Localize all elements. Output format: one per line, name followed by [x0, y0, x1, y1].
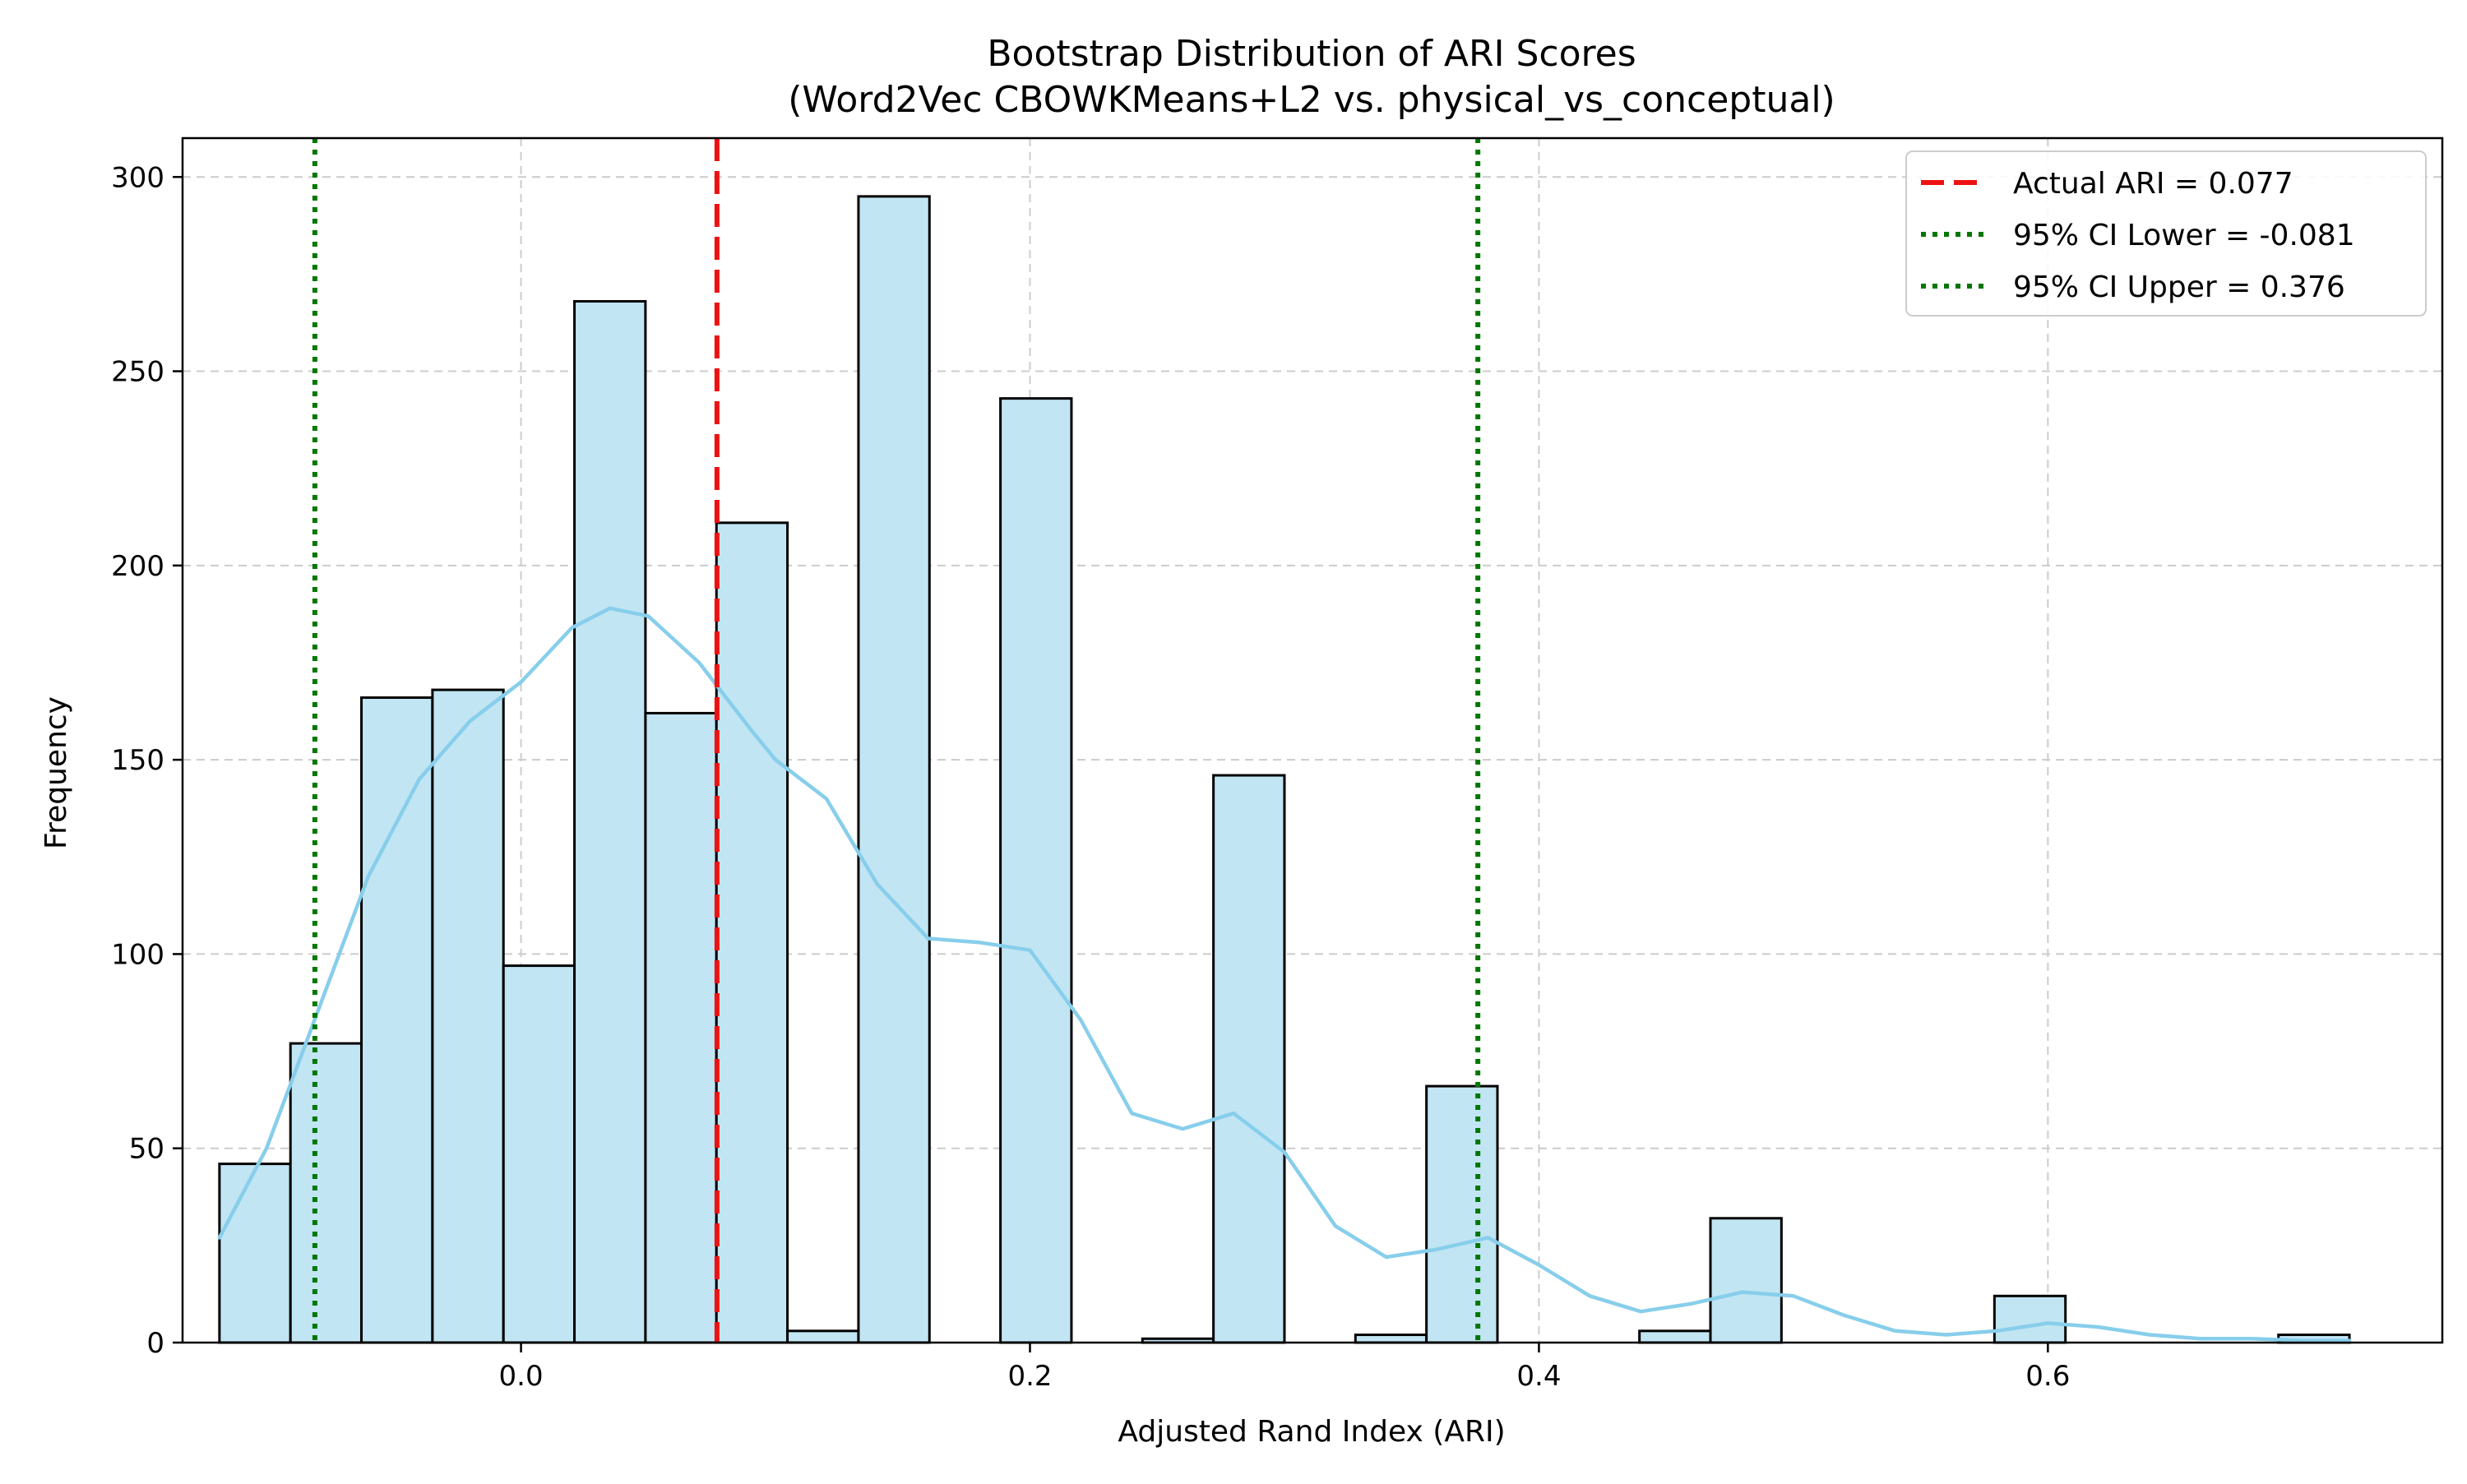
chart-subtitle: (Word2Vec CBOWKMeans+L2 vs. physical_vs_…: [788, 79, 1835, 121]
histogram-bar-7: [715, 521, 789, 1344]
y-tick-label: 150: [111, 744, 164, 777]
histogram-bar-20: [1638, 1329, 1712, 1344]
histogram-bar-6: [644, 711, 718, 1344]
y-tick-label: 0: [146, 1327, 164, 1360]
histogram-bar-5: [573, 299, 647, 1344]
legend: Actual ARI = 0.077 95% CI Lower = -0.081 9…: [1905, 150, 2427, 317]
histogram-bar-16: [1354, 1334, 1428, 1344]
histogram-bar-17: [1425, 1084, 1499, 1344]
y-tick-label: 50: [129, 1133, 164, 1166]
histogram-bar-4: [502, 964, 576, 1344]
axis-ticks: 0.0 0.2 0.4 0.6 0 50 100 150 200 250 300: [111, 161, 2070, 1393]
y-tick-label: 100: [111, 938, 164, 971]
legend-entry-0: Actual ARI = 0.077: [2013, 167, 2293, 201]
x-tick-label: 0.2: [1007, 1360, 1052, 1393]
histogram-bar-9: [857, 195, 931, 1344]
y-tick-label: 250: [111, 356, 164, 389]
histogram-bar-2: [360, 696, 434, 1344]
y-axis-label: Frequency: [39, 696, 73, 849]
histogram-bar-14: [1212, 774, 1286, 1344]
histogram-bar-8: [786, 1329, 860, 1344]
legend-entry-1: 95% CI Lower = -0.081: [2013, 219, 2355, 252]
plot-frame: [181, 136, 2444, 1344]
histogram-bar-21: [1709, 1217, 1783, 1344]
histogram-bar-25: [1993, 1294, 2067, 1344]
legend-box: [1905, 150, 2427, 317]
y-tick-label: 300: [111, 161, 164, 194]
kde-curve: [217, 606, 2352, 1343]
x-tick-label: 0.6: [2025, 1360, 2070, 1393]
reference-lines: [312, 138, 1481, 1343]
histogram-bar-1: [289, 1042, 363, 1344]
x-tick-label: 0.4: [1516, 1360, 1561, 1393]
histogram-bar-11: [999, 397, 1073, 1344]
histogram-bar-0: [218, 1163, 292, 1344]
y-tick-label: 200: [111, 550, 164, 583]
x-axis-label: Adjusted Rand Index (ARI): [1118, 1415, 1505, 1449]
x-tick-label: 0.0: [499, 1360, 544, 1393]
histogram-bar-3: [431, 688, 505, 1344]
legend-entry-2: 95% CI Upper = 0.376: [2013, 270, 2345, 304]
kde-curve-layer: [217, 606, 2352, 1343]
chart-title: Bootstrap Distribution of ARI Scores: [987, 33, 1636, 75]
